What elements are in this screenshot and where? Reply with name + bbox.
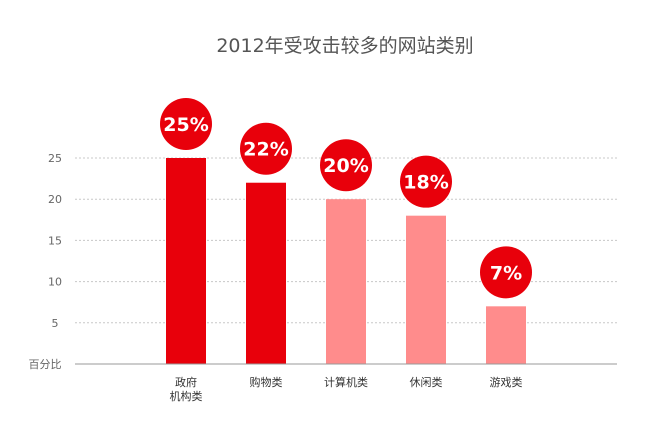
data-label-badge	[320, 139, 372, 192]
x-tick-label: 政府	[175, 375, 197, 389]
x-tick-label: 休闲类	[410, 375, 443, 389]
data-label-badge	[480, 246, 532, 299]
data-label: 20%	[323, 155, 368, 177]
x-tick-label: 购物类	[250, 375, 283, 389]
y-tick-label: 25	[48, 152, 62, 165]
bar	[166, 158, 206, 364]
x-tick-label: 机构类	[170, 389, 203, 403]
data-labels: 25% 22% 20% 18% 7%	[160, 98, 532, 299]
data-label-badge	[240, 122, 292, 175]
data-label: 25%	[163, 114, 208, 136]
data-label: 18%	[403, 172, 448, 194]
bars	[166, 158, 526, 364]
bar	[326, 199, 366, 364]
y-tick-label: 10	[48, 276, 62, 289]
y-tick-label: 20	[48, 193, 62, 206]
data-label: 22%	[243, 139, 288, 161]
y-axis-label: 百分比	[29, 358, 62, 371]
y-tick-label: 15	[48, 234, 62, 247]
x-tick-label: 游戏类	[490, 375, 523, 389]
bar	[246, 182, 286, 364]
data-label-badge	[160, 98, 212, 150]
data-label-badge	[400, 155, 452, 208]
bar	[486, 306, 526, 364]
data-label: 7%	[490, 262, 522, 284]
y-tick-label: 5	[52, 317, 59, 330]
x-tick-label: 计算机类	[324, 375, 368, 389]
bar	[406, 215, 446, 364]
chart-title: 2012年受攻击较多的网站类别	[216, 35, 473, 57]
